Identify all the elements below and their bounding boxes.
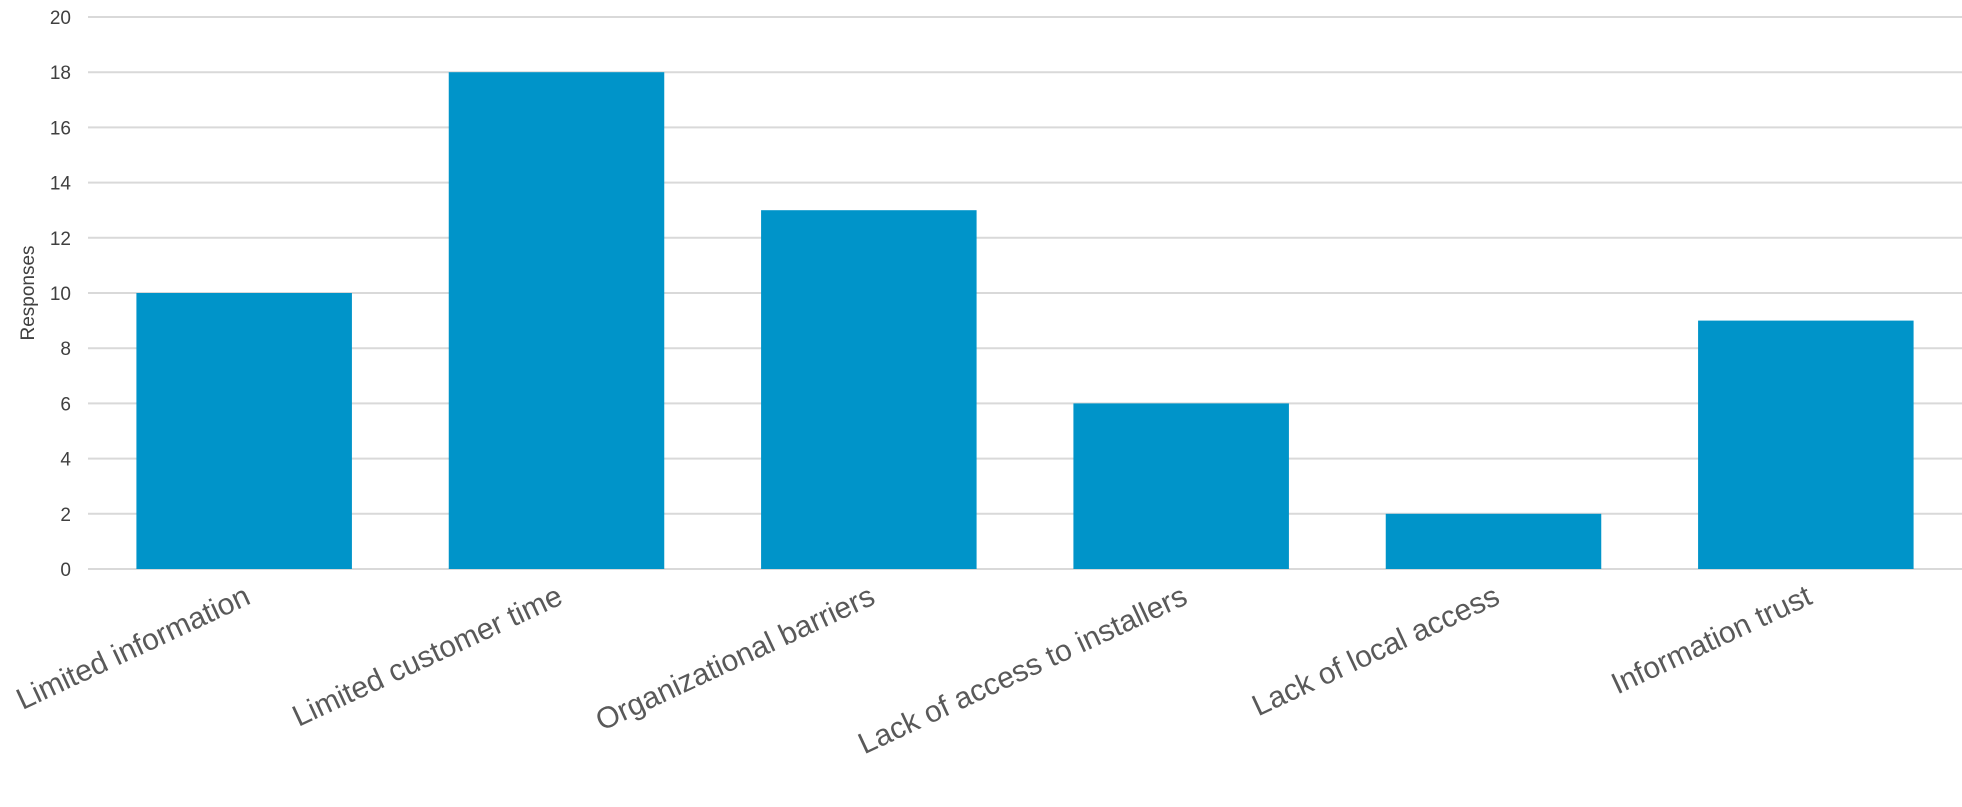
bar bbox=[136, 293, 352, 569]
y-axis-ticks: 0 2 4 6 8 10 12 14 16 18 20 bbox=[50, 8, 72, 581]
y-tick-label: 16 bbox=[50, 118, 71, 139]
bar bbox=[1385, 513, 1602, 569]
y-tick-label: 12 bbox=[50, 229, 71, 250]
x-category-label: Lack of access to installers bbox=[853, 579, 1192, 760]
y-tick-label: 8 bbox=[60, 339, 71, 360]
y-tick-label: 6 bbox=[60, 394, 71, 415]
x-category-label: Information trust bbox=[1606, 579, 1817, 701]
x-category-label: Lack of local access bbox=[1247, 579, 1504, 722]
x-category-label: Limited customer time bbox=[288, 579, 568, 733]
y-tick-label: 2 bbox=[60, 505, 71, 526]
y-tick-label: 20 bbox=[50, 8, 71, 29]
bar bbox=[448, 72, 665, 569]
x-axis-categories: Limited information Limited customer time… bbox=[11, 579, 1817, 761]
x-category-label: Limited information bbox=[11, 579, 255, 716]
gridlines bbox=[88, 16, 1962, 570]
bar bbox=[1073, 403, 1289, 569]
y-tick-label: 10 bbox=[50, 284, 71, 305]
y-tick-label: 4 bbox=[60, 450, 71, 471]
bar bbox=[761, 210, 977, 569]
bar bbox=[1698, 320, 1914, 569]
y-tick-label: 18 bbox=[50, 63, 71, 84]
x-category-label: Organizational barriers bbox=[591, 579, 880, 737]
y-tick-label: 0 bbox=[60, 560, 71, 581]
y-tick-label: 14 bbox=[50, 174, 72, 195]
bars bbox=[136, 72, 1914, 569]
y-axis-title: Responses bbox=[18, 245, 39, 340]
